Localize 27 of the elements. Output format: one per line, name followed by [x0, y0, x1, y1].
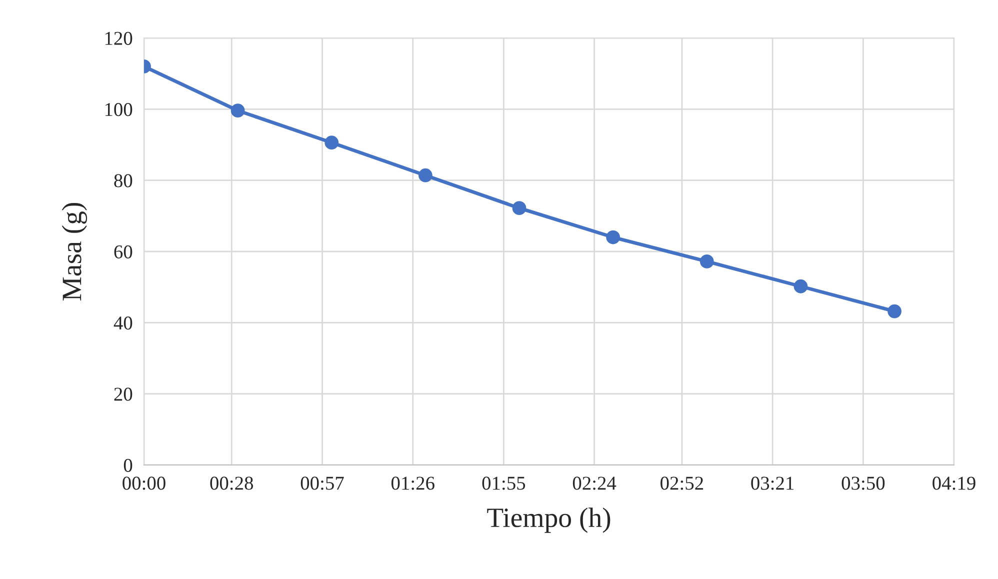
- y-tick-label: 40: [114, 316, 132, 330]
- point: [794, 279, 808, 294]
- y-tick-label: 80: [114, 174, 132, 188]
- point: [512, 201, 526, 216]
- point: [700, 254, 714, 268]
- x-axis-title: Tiempo (h): [487, 508, 610, 533]
- y-tick-label: 100: [105, 102, 132, 116]
- y-axis-title: Masa (g): [62, 202, 88, 300]
- point: [418, 168, 432, 182]
- y-tick-label: 120: [105, 32, 132, 45]
- x-tick-label: 02:24: [572, 476, 616, 490]
- x-tick-label: 04:19: [932, 476, 976, 490]
- point: [324, 136, 339, 150]
- point: [230, 104, 245, 118]
- x-tick-label: 02:52: [660, 476, 704, 490]
- x-tick-label: 03:50: [842, 476, 885, 490]
- point: [888, 304, 902, 318]
- x-tick-label: 00:57: [300, 476, 344, 490]
- x-tick-label: 00:00: [122, 476, 166, 490]
- y-tick-label: 0: [124, 458, 132, 472]
- x-tick-label: 01:55: [482, 476, 526, 490]
- x-tick-label: 00:28: [210, 476, 254, 490]
- x-tick-label: 01:26: [391, 476, 434, 490]
- y-tick-label: 20: [114, 388, 132, 401]
- y-tick-label: 60: [114, 245, 132, 258]
- x-tick-label: 03:21: [751, 476, 794, 490]
- point: [606, 230, 620, 244]
